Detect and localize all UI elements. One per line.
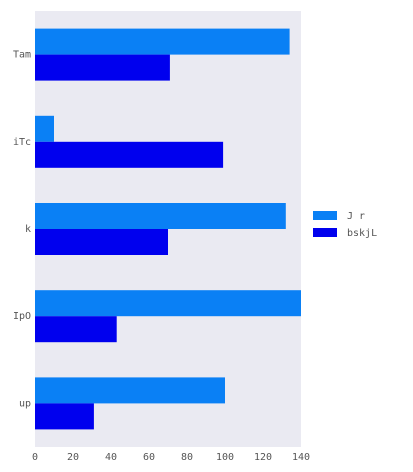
- legend-label: bskjL: [347, 228, 377, 239]
- bar-series2-tam: [35, 54, 170, 81]
- x-tick-label: 20: [67, 452, 79, 463]
- bar-series2-k: [35, 229, 168, 255]
- bar-series2-up: [35, 403, 94, 430]
- bars-group: [35, 28, 301, 430]
- bar-series2-itc: [35, 141, 224, 168]
- x-tick-label: 80: [181, 452, 193, 463]
- x-tick-label: 40: [105, 452, 117, 463]
- bar-series1-k: [35, 203, 286, 229]
- bar-series1-ipo: [35, 290, 301, 317]
- legend-swatch: [313, 228, 337, 237]
- y-tick-label: Tam: [13, 50, 31, 61]
- legend-swatch: [313, 211, 337, 220]
- bar-series1-itc: [35, 115, 54, 142]
- y-tick-label: IpO: [13, 311, 31, 322]
- x-tick-label: 0: [32, 452, 38, 463]
- y-tick-labels: Tam iTc k IpO up: [13, 50, 31, 410]
- bar-series1-up: [35, 377, 225, 404]
- x-tick-label: 60: [143, 452, 155, 463]
- y-tick-label: up: [19, 398, 31, 409]
- legend-label: J r: [347, 211, 365, 222]
- x-tick-label: 100: [216, 452, 234, 463]
- x-tick-label: 120: [254, 452, 272, 463]
- bar-series1-tam: [35, 28, 290, 55]
- x-tick-labels: 0 20 40 60 80 100 120 140: [32, 452, 310, 463]
- y-tick-label: k: [25, 224, 31, 235]
- x-tick-label: 140: [292, 452, 310, 463]
- legend: J r bskjL: [313, 211, 377, 239]
- y-tick-label: iTc: [13, 137, 31, 148]
- bar-series2-ipo: [35, 316, 117, 343]
